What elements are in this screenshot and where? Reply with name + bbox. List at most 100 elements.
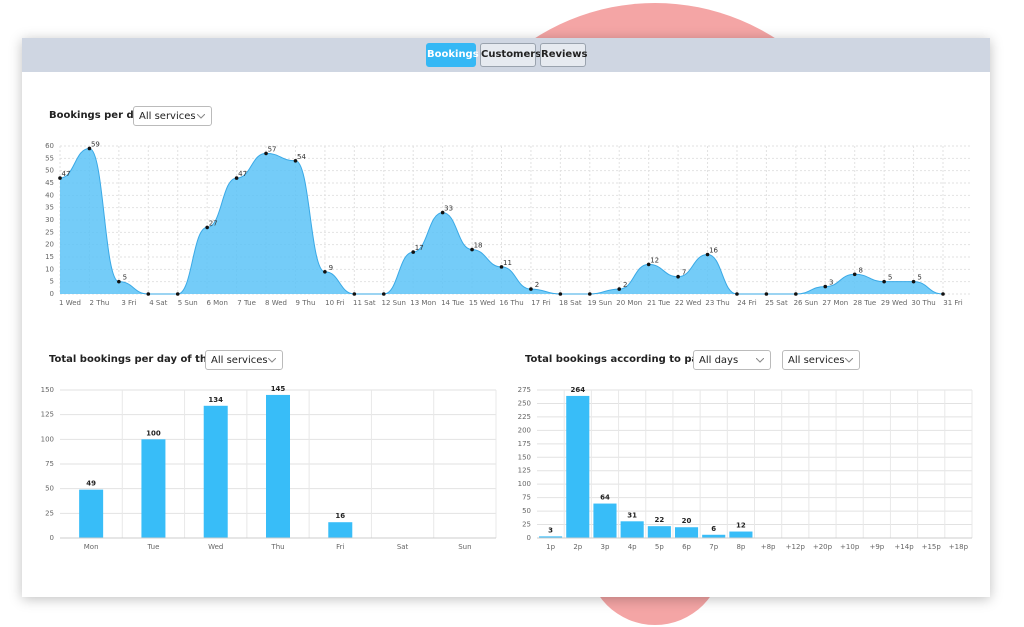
tab[interactable]: Bookings	[426, 43, 479, 67]
value-label: 31	[627, 511, 637, 519]
bar	[702, 534, 726, 538]
point	[175, 292, 180, 296]
y-tick-label: 15	[45, 253, 54, 261]
tab[interactable]: Reviews	[540, 43, 587, 67]
x-tick-label: +10p	[840, 543, 860, 551]
point	[323, 270, 327, 274]
x-tick-label: Thu	[270, 543, 284, 551]
x-tick-label: Wed	[208, 543, 223, 551]
x-tick-label: 31 Fri	[943, 299, 963, 307]
point	[352, 292, 357, 296]
value-label: 7	[682, 269, 686, 277]
x-tick-label: 7p	[709, 543, 718, 551]
y-tick-label: 55	[45, 154, 54, 162]
x-tick-label: 25 Sat	[765, 299, 788, 307]
value-label: 3	[548, 526, 553, 534]
value-label: 5	[917, 274, 921, 282]
x-tick-label: 22 Wed	[675, 299, 701, 307]
x-tick-label: 6p	[682, 543, 691, 551]
value-label: 264	[570, 386, 585, 394]
dropdown-label: All services	[139, 111, 196, 122]
value-label: 27	[209, 219, 218, 227]
value-label: 11	[503, 259, 512, 267]
point	[705, 252, 710, 257]
x-tick-label: 2p	[573, 543, 582, 551]
chevron	[197, 114, 205, 119]
dropdown-label: All services	[788, 355, 845, 366]
bar	[647, 526, 671, 538]
x-tick-label: Sat	[397, 543, 409, 551]
chevron	[756, 358, 764, 363]
value-label: 64	[600, 494, 610, 502]
point	[381, 292, 386, 296]
y-tick-label: 45	[45, 179, 54, 187]
x-tick-label: +9p	[869, 543, 884, 551]
point	[735, 292, 739, 296]
value-label: 100	[146, 429, 161, 437]
point	[764, 292, 769, 296]
x-tick-label: 9 Thu	[296, 299, 316, 307]
x-tick-label: 28 Tue	[853, 299, 876, 307]
y-tick-label: 30	[45, 216, 54, 224]
dropdown[interactable]: All days	[693, 350, 771, 370]
value-label: 134	[208, 396, 223, 404]
x-tick-label: 1 Wed	[59, 299, 81, 307]
x-tick-label: 21 Tue	[647, 299, 670, 307]
bar	[593, 503, 617, 538]
dropdown-label: All services	[211, 355, 268, 366]
y-tick-label: 50	[45, 167, 54, 175]
dropdown[interactable]: All services	[205, 350, 283, 370]
bar	[539, 536, 563, 538]
x-tick-label: 12 Sun	[382, 299, 406, 307]
dropdown-label: All days	[699, 355, 739, 366]
value-label: 5	[123, 274, 127, 282]
y-tick-label: 100	[518, 480, 531, 488]
y-tick-label: 125	[518, 467, 531, 475]
tab[interactable]: Customers	[480, 43, 541, 67]
x-tick-label: 4p	[628, 543, 637, 551]
x-tick-label: +15p	[922, 543, 942, 551]
x-tick-label: 20 Mon	[616, 299, 642, 307]
x-tick-label: 5p	[655, 543, 664, 551]
x-tick-label: 15 Wed	[469, 299, 495, 307]
x-tick-label: 8p	[736, 543, 745, 551]
y-tick-label: 75	[45, 460, 54, 468]
x-tick-label: 2 Thu	[90, 299, 110, 307]
value-label: 16	[335, 512, 345, 520]
x-tick-label: 17 Fri	[531, 299, 551, 307]
dropdown[interactable]: All services	[133, 106, 212, 126]
y-tick-label: 150	[518, 453, 531, 461]
x-tick-label: 11 Sat	[353, 299, 376, 307]
value-label: 12	[650, 256, 659, 264]
x-tick-label: 23 Thu	[705, 299, 729, 307]
x-tick-label: 3 Fri	[121, 299, 136, 307]
bar	[141, 439, 166, 538]
y-tick-label: 20	[45, 241, 54, 249]
dropdown[interactable]: All services	[782, 350, 860, 370]
x-tick-label: Sun	[458, 543, 471, 551]
value-label: 5	[888, 274, 892, 282]
point	[411, 250, 416, 254]
y-tick-label: 10	[45, 265, 54, 273]
x-tick-label: 24 Fri	[737, 299, 757, 307]
y-tick-label: 100	[41, 435, 54, 443]
point	[852, 272, 857, 277]
x-tick-label: 8 Wed	[265, 299, 287, 307]
x-tick-label: Mon	[84, 543, 99, 551]
point	[293, 159, 298, 163]
point	[146, 292, 151, 296]
x-tick-label: 18 Sat	[559, 299, 582, 307]
point	[470, 247, 474, 252]
y-tick-label: 225	[518, 413, 531, 421]
point	[794, 292, 798, 296]
y-tick-label: 25	[522, 521, 531, 529]
point	[58, 176, 62, 180]
y-tick-label: 5	[50, 278, 54, 286]
value-label: 6	[711, 525, 716, 533]
bar	[203, 405, 228, 538]
x-tick-label: Fri	[336, 543, 344, 551]
bar	[566, 395, 590, 538]
y-tick-label: 25	[45, 228, 54, 236]
chevron	[268, 358, 276, 363]
